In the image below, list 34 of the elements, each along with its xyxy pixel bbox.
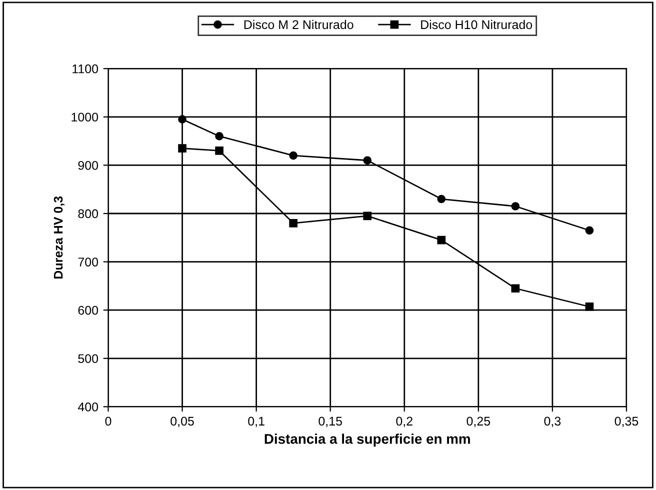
point <box>289 151 298 160</box>
x-axis-title: Distancia a la superficie en mm <box>264 434 470 447</box>
x-tick-label: 0,35 <box>614 416 638 428</box>
point <box>363 156 372 165</box>
x-tick-label: 0,1 <box>248 416 264 428</box>
x-tick-label: 0,05 <box>170 416 194 428</box>
point <box>437 236 446 244</box>
point <box>215 132 224 140</box>
y-tick-label: 500 <box>78 354 98 364</box>
point <box>178 115 186 124</box>
x-tick-label: 0,3 <box>544 416 561 428</box>
point <box>289 218 298 228</box>
x-tick-label: 0,25 <box>466 416 490 428</box>
x-tick-label: 0 <box>105 416 112 426</box>
point <box>437 194 446 204</box>
y-tick-label: 400 <box>78 402 98 412</box>
point <box>178 144 186 152</box>
y-tick-label: 700 <box>78 258 98 266</box>
point <box>585 302 594 311</box>
y-axis-title: Dureza HV 0,3 <box>54 196 64 278</box>
legend-label: Disco H10 Nitrurado <box>421 20 532 30</box>
y-tick-label: 1100 <box>72 64 98 74</box>
point <box>215 146 224 155</box>
point <box>511 202 520 210</box>
y-tick-label: 900 <box>78 161 98 170</box>
y-tick-label: 600 <box>78 306 98 315</box>
y-tick-label: 1000 <box>72 112 98 122</box>
x-tick-label: 0,15 <box>318 416 342 428</box>
legend-label: Disco M 2 Nitrurado <box>244 20 354 30</box>
point <box>363 212 372 220</box>
x-tick-label: 0,2 <box>396 416 412 428</box>
point <box>585 226 594 235</box>
point <box>511 284 520 293</box>
y-tick-label: 800 <box>78 209 98 218</box>
